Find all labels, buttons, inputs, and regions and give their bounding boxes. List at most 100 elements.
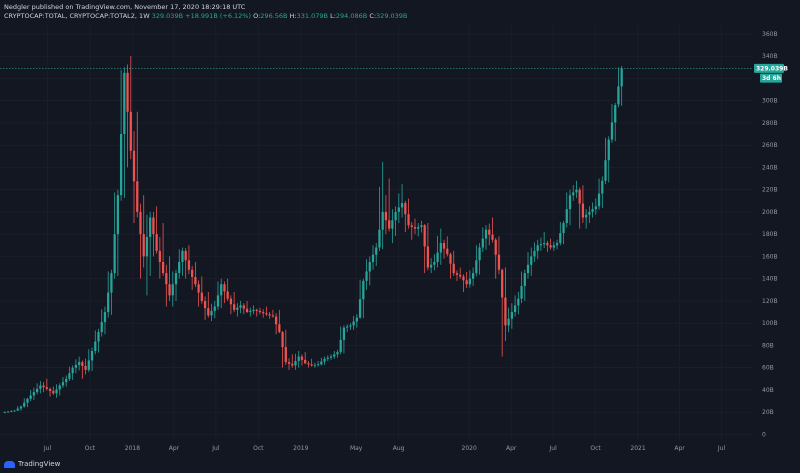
candle-body	[223, 284, 226, 292]
candle-body	[368, 261, 371, 272]
candle	[107, 269, 113, 318]
candle-body	[465, 280, 468, 285]
candle-body	[449, 254, 452, 264]
candle-body	[468, 278, 472, 285]
low-label: L:	[330, 12, 336, 20]
candle-body	[442, 243, 446, 249]
high-label: H:	[289, 12, 297, 20]
candle-body	[565, 209, 568, 224]
candle	[526, 247, 533, 279]
candle	[397, 184, 404, 224]
candle-body	[455, 273, 459, 275]
candle-body	[484, 229, 488, 239]
high-value: 331.079B	[296, 12, 328, 20]
candle-body	[371, 254, 375, 262]
candle-body	[562, 223, 565, 234]
candle-body	[620, 68, 623, 87]
candle-body	[384, 211, 388, 221]
candle	[68, 365, 74, 382]
candle	[236, 300, 242, 317]
candle-body	[81, 362, 84, 367]
y-tick-label: 360B	[762, 31, 778, 38]
candle-body	[426, 246, 430, 268]
candle	[10, 409, 16, 413]
candle	[552, 239, 559, 251]
candle-body	[274, 316, 278, 325]
y-tick-label: 40B	[762, 387, 774, 394]
candle-body	[271, 315, 275, 317]
candle	[442, 236, 449, 259]
candle-body	[158, 250, 161, 262]
x-tick-label: Apr	[169, 445, 180, 452]
price-axis[interactable]: 0 20B 40B 60B 80B 100B 120B 140B 160B 180B 200B 220…	[762, 31, 778, 439]
candle-body	[394, 211, 397, 221]
candle	[61, 375, 68, 388]
candle-body	[65, 378, 68, 383]
candle	[597, 176, 604, 210]
candle-body	[171, 284, 174, 296]
publish-info: Nedgler published on TradingView.com, No…	[4, 3, 246, 11]
candle-body	[48, 388, 52, 392]
candle	[610, 102, 617, 143]
candle-body	[410, 225, 413, 227]
symbol-legend: CRYPTOCAP:TOTAL, CRYPTOCAP:TOTAL2, 1W 32…	[4, 12, 407, 21]
x-tick-label: Jul	[717, 445, 726, 452]
candle	[3, 411, 10, 414]
x-tick-label: 2021	[630, 445, 645, 452]
candle-body	[610, 122, 614, 140]
candle-body	[100, 322, 103, 333]
y-tick-label: 280B	[762, 120, 778, 127]
candles	[3, 56, 623, 414]
candle	[449, 250, 455, 279]
candle-body	[358, 299, 362, 318]
candle-body	[339, 339, 342, 353]
time-axis[interactable]: Jul Oct 2018 Apr Jul Oct 2019 May Aug 2020 Apr Jul O…	[43, 445, 726, 452]
x-tick-label: Apr	[506, 445, 517, 452]
symbol-name[interactable]: CRYPTOCAP:TOTAL, CRYPTOCAP:TOTAL2, 1W	[4, 12, 150, 20]
candle	[391, 206, 397, 244]
candle-body	[3, 411, 6, 413]
candle-body	[355, 317, 358, 322]
candle-body	[597, 193, 601, 207]
candle	[29, 387, 36, 402]
candle-body	[381, 211, 384, 230]
candle-body	[326, 357, 329, 359]
candle-body	[591, 209, 594, 212]
price-change: +18.991B (+6.12%)	[185, 12, 252, 20]
y-tick-label: 220B	[762, 187, 778, 194]
candle-body	[307, 363, 310, 365]
candle	[358, 278, 365, 319]
candle-body	[71, 367, 74, 374]
candle-body	[543, 243, 546, 245]
candle	[417, 220, 423, 237]
candle-body	[284, 347, 287, 363]
candle-body	[391, 220, 394, 229]
candle	[139, 195, 145, 279]
candle-body	[526, 264, 530, 274]
candle	[171, 269, 178, 307]
candle	[210, 300, 216, 321]
candle	[423, 223, 430, 274]
y-tick-label: 160B	[762, 253, 778, 260]
candle	[410, 218, 417, 240]
candle-body	[375, 247, 378, 255]
tradingview-branding[interactable]: TradingView	[4, 460, 60, 468]
candle	[339, 325, 346, 355]
candle-body	[549, 245, 552, 248]
candle-body	[87, 360, 90, 370]
candle-body	[536, 245, 539, 251]
candle	[488, 217, 494, 246]
candle-body	[90, 350, 94, 361]
candle-body	[245, 308, 249, 313]
y-tick-label: 340B	[762, 53, 778, 60]
x-tick-label: Oct	[253, 445, 264, 452]
candle	[300, 352, 307, 366]
x-tick-label: Oct	[590, 445, 601, 452]
candle	[249, 305, 255, 317]
candle-body	[439, 243, 442, 253]
candle	[55, 383, 61, 398]
candle-body	[400, 203, 404, 208]
candle	[132, 111, 139, 224]
candle	[371, 243, 378, 270]
